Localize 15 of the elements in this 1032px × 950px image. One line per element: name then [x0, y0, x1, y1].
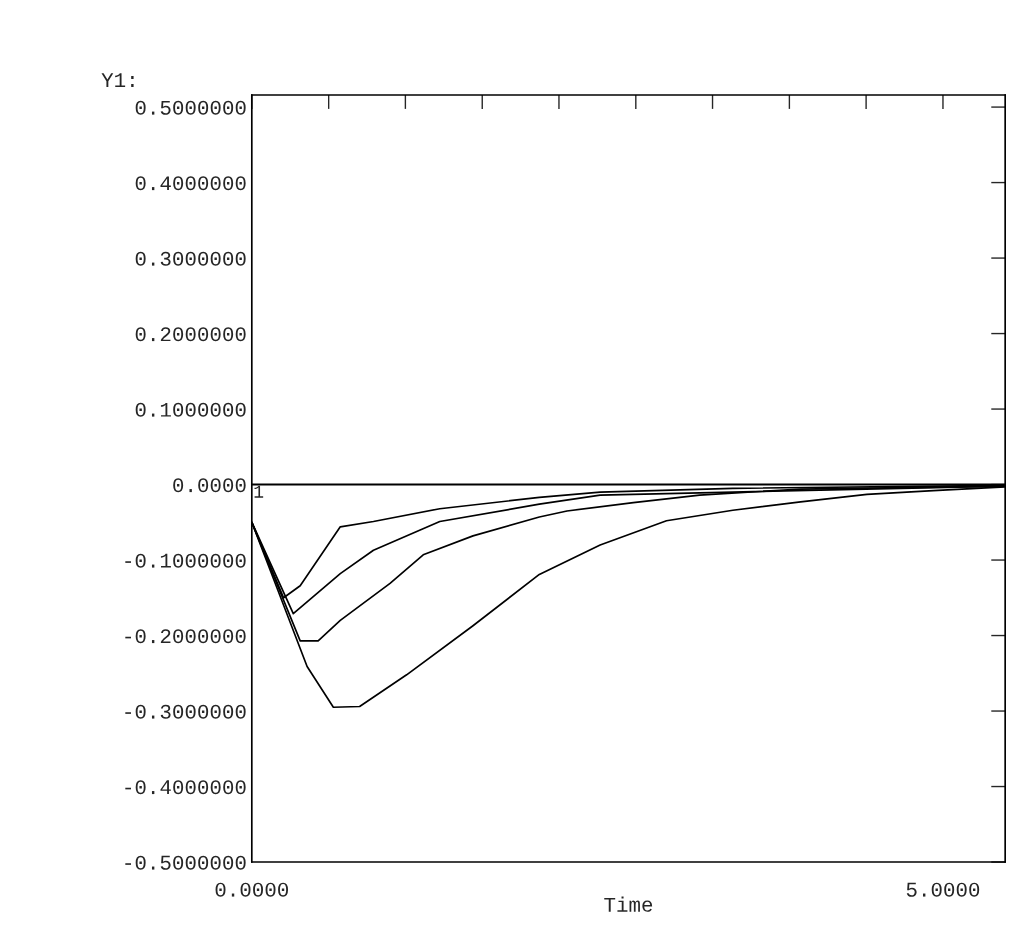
- y-tick-label: -0.5000000: [125, 855, 246, 870]
- x-axis-title: Time: [604, 896, 653, 912]
- y-tick-label: -0.2000000: [125, 629, 246, 644]
- y-tick-label: 0.4000000: [135, 176, 246, 191]
- y-tick-label: -0.4000000: [125, 780, 246, 795]
- annotation: 1: [254, 485, 264, 498]
- y-axis-title: Y1:: [101, 73, 134, 88]
- y-tick-label: -0.3000000: [125, 704, 246, 719]
- y-tick-label: -0.1000000: [125, 553, 246, 568]
- y-tick-label: 0.1000000: [135, 402, 246, 417]
- y-tick-label: 0.5000000: [135, 100, 246, 115]
- y-tick-label: 0.0000: [173, 478, 246, 493]
- y-tick-label: 0.2000000: [135, 327, 246, 342]
- x-tick-label: 5.0000: [906, 882, 980, 897]
- y-tick-label: 0.3000000: [135, 251, 246, 266]
